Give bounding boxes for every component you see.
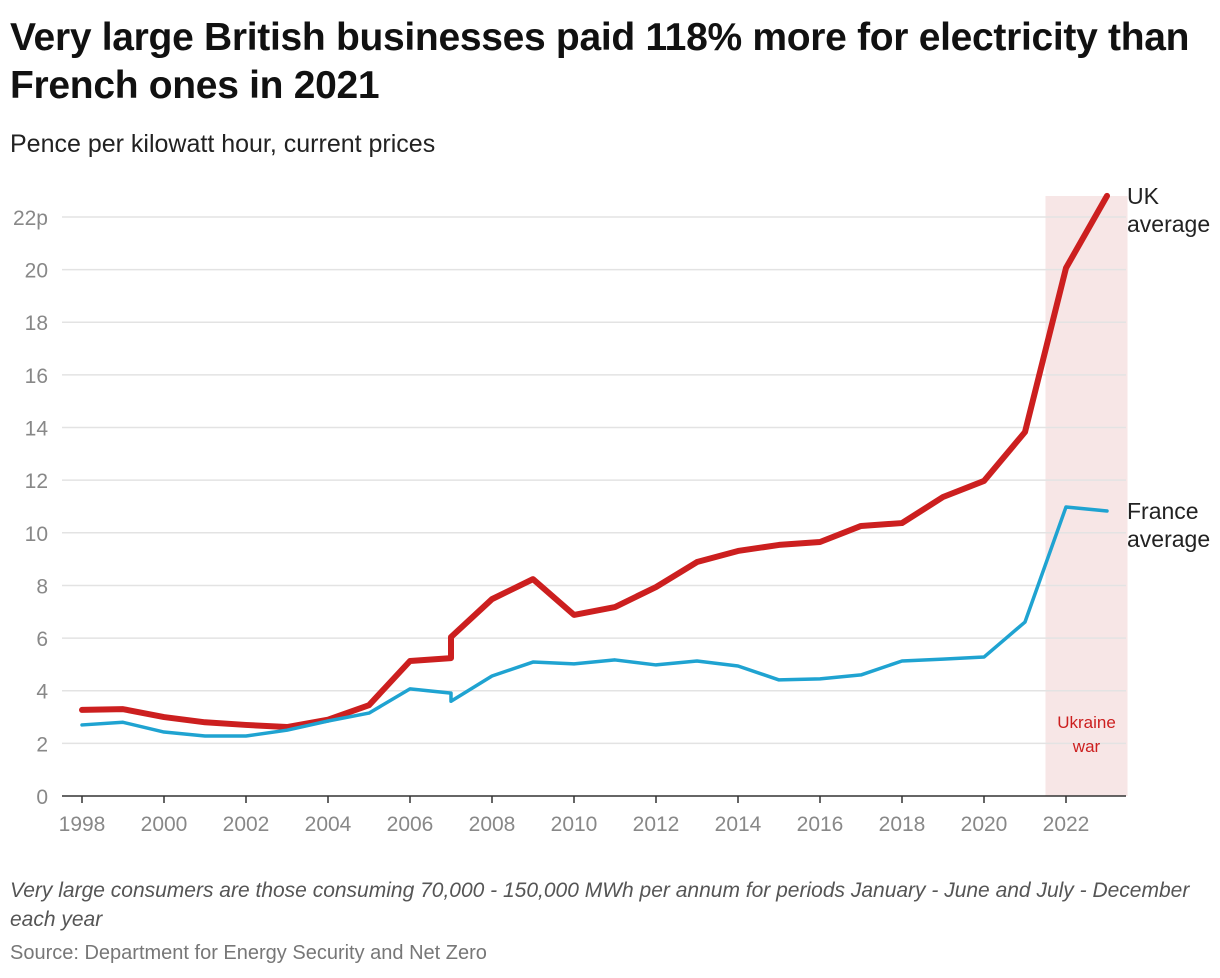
series-line-uk [79, 192, 1110, 731]
x-tick-label: 2010 [551, 813, 598, 836]
x-tick-label: 2002 [223, 813, 270, 836]
y-tick-label: 12 [25, 470, 48, 493]
shaded-region-label: war [1072, 737, 1101, 756]
shaded-region-label: Ukraine [1057, 713, 1116, 732]
x-tick-label: 2004 [305, 813, 352, 836]
x-tick-label: 1998 [59, 813, 106, 836]
y-tick-label: 18 [25, 312, 48, 335]
series-label: France [1127, 498, 1199, 524]
shaded-region-ukraine-war [1045, 196, 1128, 796]
x-tick-label: 2022 [1043, 813, 1090, 836]
x-tick-label: 2016 [797, 813, 844, 836]
x-tick-label: 2018 [879, 813, 926, 836]
chart-title: Very large British businesses paid 118% … [10, 16, 1190, 107]
chart-source: Source: Department for Energy Security a… [10, 942, 487, 964]
y-tick-label: 2 [36, 733, 48, 756]
x-tick-label: 2020 [961, 813, 1008, 836]
y-tick-label: 14 [25, 418, 49, 441]
series-label: UK [1127, 183, 1160, 209]
series-label: average [1127, 526, 1210, 552]
series-line-france [80, 505, 1109, 738]
y-tick-label: 4 [36, 681, 48, 704]
x-tick-label: 2014 [715, 813, 762, 836]
y-tick-label: 22p [13, 207, 48, 230]
y-tick-label: 6 [36, 628, 48, 651]
y-tick-label: 16 [25, 365, 48, 388]
line-chart: 0 2 4 6 8 10 12 14 16 18 20 22p 1998 2000 2002 2004 2006… [13, 183, 1210, 836]
x-tick-label: 2012 [633, 813, 680, 836]
y-tick-label: 8 [36, 575, 48, 598]
chart-subtitle: Pence per kilowatt hour, current prices [10, 130, 436, 158]
y-tick-label: 20 [25, 260, 48, 283]
y-tick-label: 0 [36, 786, 48, 809]
x-tick-label: 2006 [387, 813, 434, 836]
x-tick-label: 2000 [141, 813, 188, 836]
y-tick-label: 10 [25, 523, 48, 546]
x-tick-label: 2008 [469, 813, 516, 836]
chart-note: Very large consumers are those consuming… [10, 879, 1190, 931]
series-label: average [1127, 211, 1210, 237]
